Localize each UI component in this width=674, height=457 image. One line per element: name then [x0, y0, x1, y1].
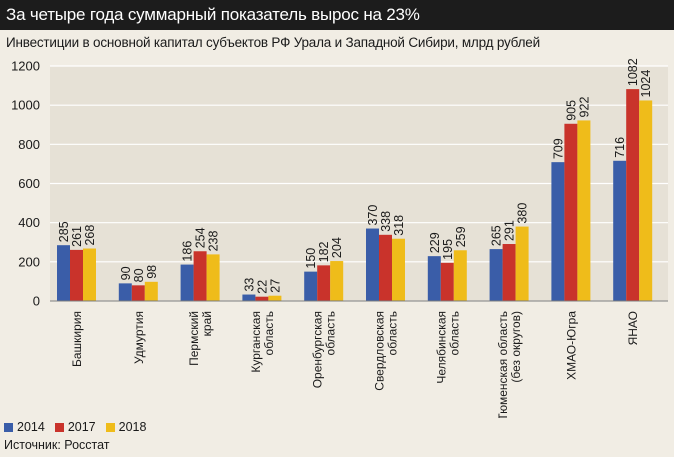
data-label: 90: [119, 266, 133, 280]
data-label: 150: [304, 248, 318, 269]
bar-2017: [255, 296, 269, 301]
x-tick-label: ХМАО-Югра: [564, 311, 578, 380]
bar-2018: [515, 226, 529, 301]
bar-2014: [304, 271, 318, 301]
data-label: 318: [392, 215, 406, 236]
bar-2018: [144, 281, 158, 301]
legend-item-2017: 2017: [54, 420, 96, 434]
bar-2017: [564, 123, 578, 301]
bar-2017: [440, 262, 454, 301]
data-label: 238: [207, 230, 221, 251]
bar-2018: [639, 100, 653, 301]
data-label: 27: [268, 279, 282, 293]
data-label: 182: [317, 241, 331, 262]
legend-label-2014: 2014: [17, 420, 45, 434]
bar-2014: [242, 294, 256, 301]
bar-2014: [180, 264, 194, 301]
x-tick-label: край: [200, 311, 214, 336]
legend-swatch-2017: [54, 422, 64, 432]
data-label: 1024: [639, 70, 653, 98]
bar-2014: [613, 160, 627, 301]
data-label: 905: [564, 100, 578, 121]
data-label: 22: [255, 280, 269, 294]
data-label: 261: [70, 226, 84, 247]
data-label: 380: [516, 203, 530, 224]
x-tick-label: Челябинская: [434, 311, 448, 384]
legend-item-2018: 2018: [105, 420, 147, 434]
data-label: 291: [503, 220, 517, 241]
bar-2018: [330, 261, 344, 301]
data-label: 716: [613, 137, 627, 158]
data-label: 204: [330, 237, 344, 258]
data-label: 186: [181, 241, 195, 262]
data-label: 922: [577, 97, 591, 118]
x-tick-label: Свердловская: [373, 311, 387, 391]
data-label: 370: [366, 205, 380, 226]
legend-swatch-2018: [105, 422, 115, 432]
bar-2018: [83, 248, 96, 301]
bar-2018: [453, 250, 467, 301]
y-tick-label: 1000: [11, 98, 40, 113]
bar-2014: [489, 249, 503, 301]
bar-2014: [551, 162, 565, 301]
legend-label-2018: 2018: [118, 420, 147, 434]
bar-2017: [193, 251, 207, 301]
legend-swatch-2014: [4, 422, 13, 432]
x-tick-label: область: [262, 311, 276, 355]
bar-chart: 0200400600800100012002859018633150370229…: [11, 58, 668, 418]
data-label: 259: [454, 226, 468, 247]
x-tick-label: Оренбургская: [311, 311, 325, 388]
data-label: 1082: [626, 58, 640, 86]
x-tick-label: (без округов): [509, 311, 523, 383]
data-label: 98: [145, 265, 159, 279]
x-tick-label: область: [324, 311, 338, 355]
y-tick-label: 400: [18, 215, 40, 230]
bar-2018: [577, 120, 591, 301]
y-tick-label: 0: [33, 294, 40, 309]
bar-2018: [206, 254, 220, 301]
x-tick-label: Тюменская область: [496, 311, 510, 418]
bar-2017: [131, 285, 145, 301]
data-label: 80: [132, 268, 146, 282]
legend: 2014 2017 2018: [4, 418, 156, 436]
bar-2017: [502, 244, 516, 301]
data-label: 268: [83, 225, 97, 246]
y-tick-label: 200: [18, 254, 40, 269]
data-label: 338: [379, 211, 393, 232]
legend-label-2017: 2017: [67, 420, 96, 434]
bar-2017: [317, 265, 331, 301]
data-label: 195: [441, 239, 455, 260]
bar-2018: [268, 295, 282, 301]
bar-2018: [392, 238, 405, 301]
x-tick-label: Пермский: [187, 311, 201, 366]
x-tick-label: область: [447, 311, 461, 355]
chart-title: Инвестиции в основной капитал субъектов …: [6, 35, 540, 50]
x-tick-label: ЯНАО: [626, 311, 640, 345]
bar-2014: [57, 245, 70, 301]
data-label: 709: [551, 138, 565, 159]
data-label: 229: [428, 232, 442, 253]
bar-2014: [427, 256, 441, 301]
x-tick-label: область: [386, 311, 400, 355]
bar-2017: [70, 249, 83, 301]
headline: За четыре года суммарный показатель выро…: [0, 0, 674, 30]
data-label: 33: [242, 278, 256, 292]
bar-2014: [366, 228, 379, 301]
bar-2017: [379, 234, 392, 301]
data-label: 265: [490, 225, 504, 246]
legend-item-2014: 2014: [4, 420, 45, 434]
x-tick-label: Башкирия: [70, 311, 84, 367]
x-tick-label: Удмуртия: [132, 311, 146, 364]
data-label: 254: [194, 227, 208, 248]
y-tick-label: 600: [18, 176, 40, 191]
x-tick-label: Курганская: [249, 311, 263, 373]
y-tick-label: 800: [18, 137, 40, 152]
data-label: 285: [57, 221, 71, 242]
bar-2014: [118, 283, 132, 301]
y-tick-label: 1200: [11, 59, 40, 74]
bar-2017: [626, 89, 640, 301]
source-note: Источник: Росстат: [4, 438, 110, 452]
